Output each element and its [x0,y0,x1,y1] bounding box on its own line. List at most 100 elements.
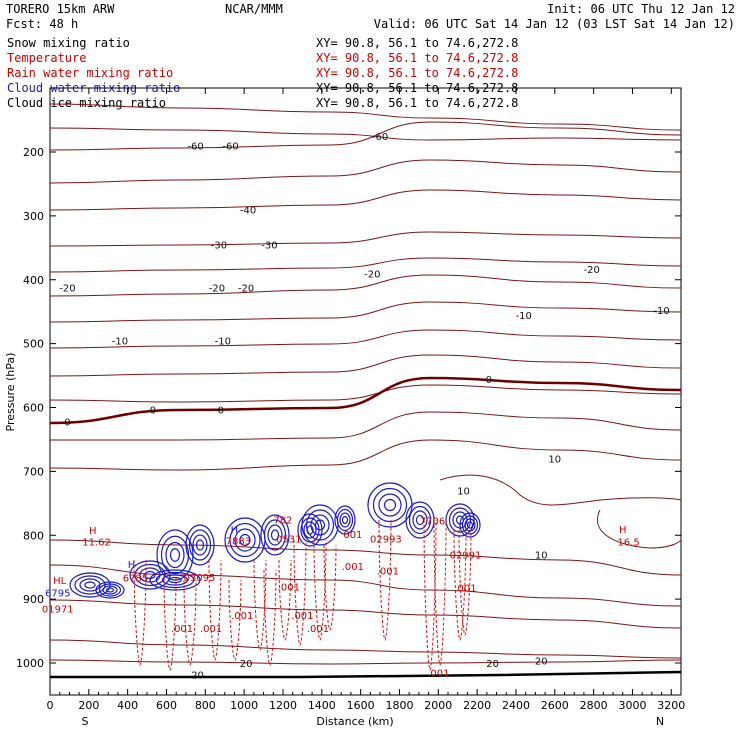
x-tick-label: 1800 [385,699,413,712]
org-title: NCAR/MMM [225,2,283,16]
extremum-label: H [89,526,97,537]
cloud-water-contour [408,505,432,535]
extremum-label: .001 [454,584,476,595]
legend-label: Temperature [7,51,86,65]
x-tick-label: 2600 [541,699,569,712]
cloud-water-contour [305,509,335,541]
temperature-label: -10 [653,306,669,317]
cloud-water-contours [69,482,481,599]
cloud-water-contour [303,521,317,539]
y-tick-label: 1000 [16,657,44,670]
cloud-water-contour [188,529,212,561]
y-tick-label: 400 [23,274,44,287]
x-tick-label: 2800 [580,699,608,712]
cloud-water-contour [336,508,354,532]
rain-water-contour [313,539,327,641]
temperature-contour [49,439,682,471]
rain-water-contour [293,539,307,646]
temperature-contour [49,639,682,659]
temperature-contour [49,659,682,665]
rain-water-contour [278,559,292,641]
extremum-label: .001 [278,582,300,593]
cloud-water-contour [156,529,194,581]
temperature-label: 10 [535,550,548,561]
extremum-label: 01971 [42,605,74,616]
extremum-label: 6785 [123,573,148,584]
x-tick-label: 3000 [618,699,646,712]
cloud-water-contour [239,533,251,547]
extremum-label: H [231,525,239,536]
x-tick-label: 2400 [502,699,530,712]
temperature-label: 20 [240,659,253,670]
extremum-label: 16.5 [617,538,639,549]
temperature-contour [49,159,682,184]
temperature-label: -10 [112,336,128,347]
extremum-label: 7706 [420,517,445,528]
cloud-water-contour [105,587,115,593]
temperature-contour [49,384,682,403]
surface-line [50,670,682,679]
rain-water-contour [183,579,197,666]
temperature-contour [49,257,682,273]
temperature-label: -10 [215,336,231,347]
temperature-contour [50,411,682,441]
x-tick-label: 1200 [269,699,297,712]
temperature-label: 0 [218,405,224,416]
temperature-label: 0 [486,375,492,386]
cloud-water-contour [461,515,479,535]
x-tick-label: 0 [47,699,54,712]
cloud-water-contour [378,493,402,517]
cloud-water-contour [129,560,171,590]
extremum-label: .001 [342,562,364,573]
rain-water-contour [433,519,447,666]
cloud-water-contour [192,534,208,556]
north-label: N [656,715,664,728]
x-tick-label: 2200 [463,699,491,712]
cloud-water-contour [195,539,205,551]
cloud-water-contour [84,581,96,589]
temperature-label: -20 [364,269,380,280]
cloud-water-contour [263,519,287,551]
temperature-contour [49,127,682,141]
cloud-water-contour [339,512,351,528]
extremum-label: .001 [291,611,313,622]
legend-label: Cloud ice mixing ratio [7,96,166,110]
temperature-labels: -60 -60 -60 -40 -30 -30 -20 -20 -20 -20 -20 -10 -10 -… [59,132,669,681]
temperature-contour [49,354,682,377]
x-tick-label: 400 [117,699,138,712]
ground-line [50,670,682,679]
extremum-label: 6795 [45,589,70,600]
extremum-label: .001 [231,611,253,622]
cloud-water-contour [185,524,215,566]
extremum-label: 02993 [370,534,402,545]
init-time: Init: 06 UTC Thu 12 Jan 12 [547,2,735,16]
cloud-water-contour [270,529,280,541]
legend-xy: XY= 90.8, 56.1 to 74.6,272.8 [316,36,518,50]
extremum-label: 0531 [276,534,301,545]
rain-water-contour [163,574,177,671]
cloud-water-contour [334,505,356,535]
x-tick-label: 1400 [308,699,336,712]
y-tick-label: 700 [23,465,44,478]
temperature-label: -60 [222,142,238,153]
temperature-contour [439,474,682,506]
rain-water-contour [228,579,242,661]
temperature-label: 20 [486,659,499,670]
x-tick-label: 200 [78,699,99,712]
legend: Snow mixing ratio XY= 90.8, 56.1 to 74.6,… [7,36,518,110]
cloud-water-contour [134,563,166,587]
rain-water-contours [133,519,472,671]
temperature-contour [49,376,682,425]
rain-water-contour [323,544,337,631]
cloud-water-contour [79,578,101,592]
extrema-labels: H11.62H16.5HL679501971H6785H788378205310… [42,515,640,679]
cloud-water-contour [144,570,156,580]
legend-label: Rain water mixing ratio [7,66,173,80]
cloud-water-contour [139,567,161,583]
extremum-label: 02991 [450,550,482,561]
extremum-label: 11.62 [82,538,111,549]
temperature-contour [49,231,682,247]
rain-water-contour [453,529,467,641]
rain-water-contour [378,519,392,641]
